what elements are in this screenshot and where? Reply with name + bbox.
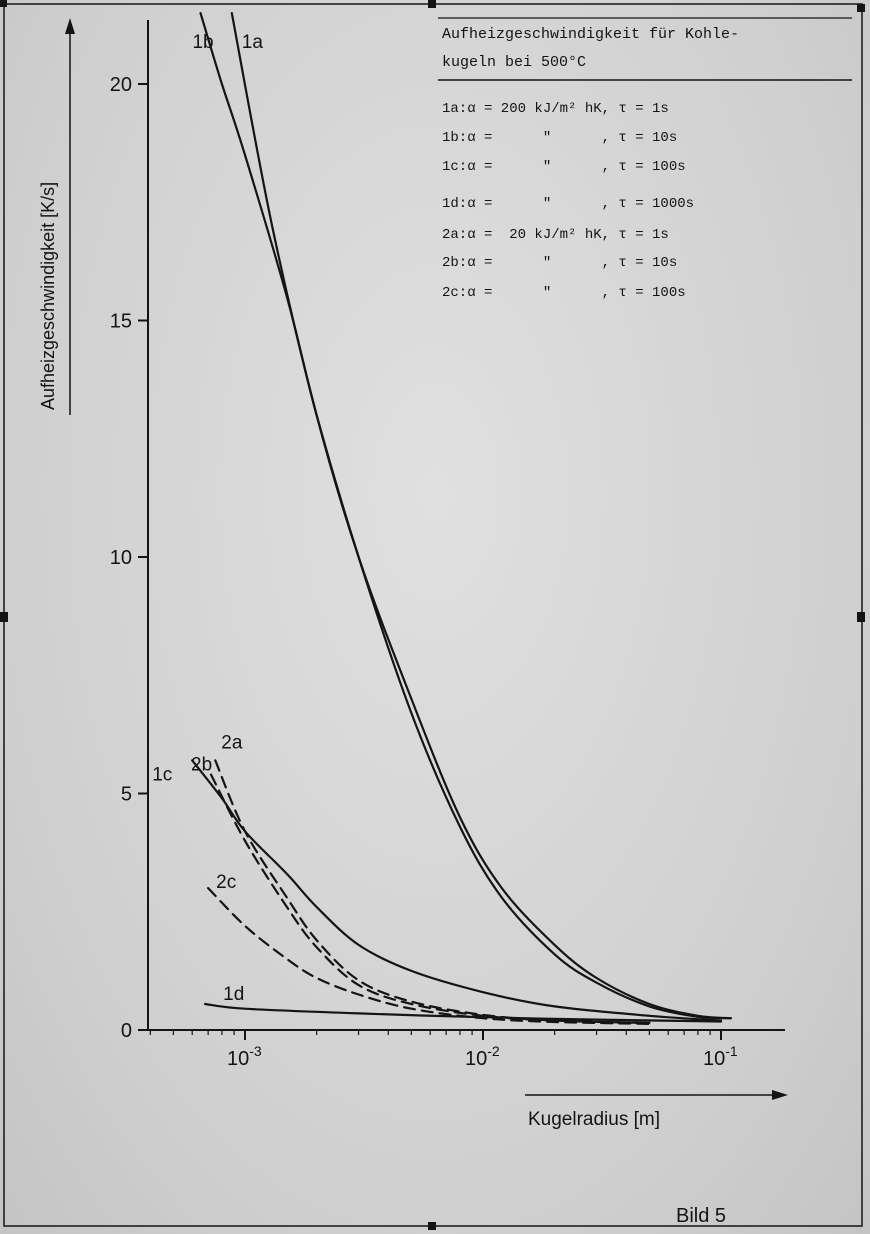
series-line-1d	[204, 1002, 723, 1023]
frame-marker-right	[857, 612, 865, 622]
y-axis-label: Aufheizgeschwindigkeit [K/s]	[38, 182, 58, 410]
frame-marker-top-right	[857, 4, 865, 12]
legend-entry-1c: 1c:α = " , τ = 100s	[442, 159, 686, 175]
x-tick-label: 10-2	[465, 1043, 500, 1070]
legend-title-line-2: kugeln bei 500°C	[442, 54, 586, 71]
y-tick-label: 20	[110, 74, 132, 96]
curve-labels-layer: 1a 1b 1c 1d 2a 2b 2c	[152, 32, 263, 1005]
x-tick-label: 10-1	[703, 1043, 738, 1070]
frame-marker-bottom-center	[428, 1222, 436, 1230]
x-tick-label: 10-3	[227, 1043, 262, 1070]
figure-caption: Bild 5	[676, 1205, 726, 1227]
curve-label-2b: 2b	[191, 755, 212, 776]
legend: Aufheizgeschwindigkeit für Kohle- kugeln…	[438, 17, 852, 301]
legend-entry-2a: 2a:α = 20 kJ/m² hK, τ = 1s	[442, 227, 669, 243]
curve-label-1b: 1b	[192, 32, 213, 53]
legend-entry-1b: 1b:α = " , τ = 10s	[442, 130, 677, 146]
legend-entry-1a: 1a:α = 200 kJ/m² hK, τ = 1s	[442, 101, 669, 117]
frame-marker-top-center	[428, 0, 436, 8]
series-line-1c	[191, 759, 723, 1022]
frame-marker-top-left	[0, 0, 7, 7]
legend-entry-1d: 1d:α = " , τ = 1000s	[442, 196, 694, 212]
series-line-1b	[199, 12, 732, 1020]
ticks-layer: 0 5 10 15 20 10-3 10-2 10-1	[110, 74, 738, 1070]
curve-label-2a: 2a	[221, 732, 243, 753]
y-tick-label: 10	[110, 547, 132, 569]
frame-marker-left	[0, 612, 8, 622]
series-layer	[191, 12, 732, 1025]
y-tick-label: 5	[121, 784, 132, 806]
legend-title-line-1: Aufheizgeschwindigkeit für Kohle-	[442, 26, 739, 43]
y-tick-label: 0	[121, 1020, 132, 1042]
y-axis-arrowhead	[65, 18, 75, 34]
x-axis-arrowhead	[772, 1090, 788, 1100]
x-axis-label: Kugelradius [m]	[528, 1109, 660, 1130]
curve-label-2c: 2c	[216, 872, 236, 893]
series-line-2a	[214, 759, 651, 1024]
curve-label-1a: 1a	[242, 32, 264, 53]
legend-entry-2c: 2c:α = " , τ = 100s	[442, 285, 686, 301]
legend-entry-2b: 2b:α = " , τ = 10s	[442, 255, 677, 271]
series-line-2b	[209, 773, 651, 1024]
series-line-2c	[207, 887, 651, 1025]
y-tick-label: 15	[110, 311, 132, 333]
curve-label-1d: 1d	[223, 984, 244, 1005]
curve-label-1c: 1c	[152, 764, 172, 785]
